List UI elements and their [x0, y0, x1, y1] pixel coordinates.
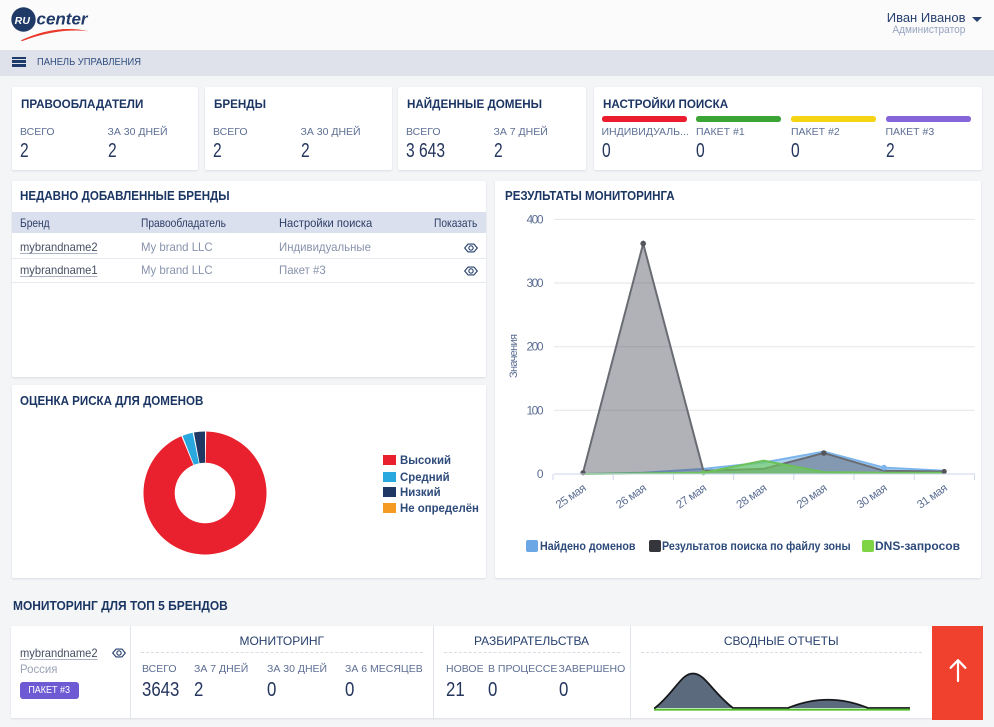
svg-text:31 мая: 31 мая — [915, 482, 950, 511]
svg-text:300: 300 — [527, 276, 544, 290]
svg-text:center: center — [37, 10, 89, 29]
svg-text:29 мая: 29 мая — [795, 482, 830, 511]
svg-text:0: 0 — [537, 467, 544, 481]
svg-text:30 мая: 30 мая — [855, 482, 890, 511]
svg-text:Значения: Значения — [508, 334, 520, 378]
svg-text:100: 100 — [527, 403, 544, 417]
svg-text:200: 200 — [527, 340, 544, 354]
svg-text:RU: RU — [15, 15, 31, 27]
svg-text:400: 400 — [527, 212, 544, 226]
svg-text:27 мая: 27 мая — [674, 482, 709, 511]
svg-text:28 мая: 28 мая — [735, 482, 770, 511]
svg-text:26 мая: 26 мая — [614, 482, 649, 511]
svg-text:25 мая: 25 мая — [554, 482, 589, 511]
